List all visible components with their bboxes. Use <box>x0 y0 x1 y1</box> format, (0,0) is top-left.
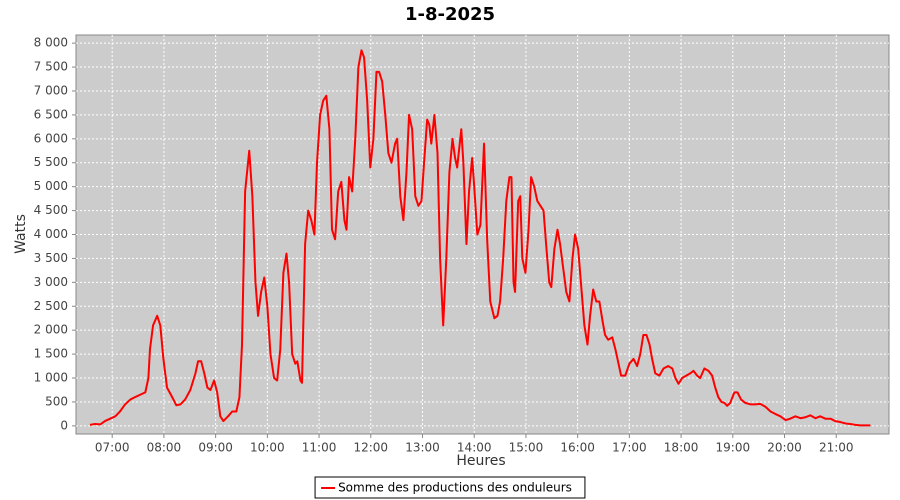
y-tick-label: 3 500 <box>34 251 68 265</box>
y-tick-label: 2 000 <box>34 323 68 337</box>
data-line <box>89 49 871 427</box>
y-tick-label: 5 000 <box>34 179 68 193</box>
y-tick-label: 500 <box>45 394 68 408</box>
y-tick-label: 4 000 <box>34 227 68 241</box>
legend-box <box>314 476 586 499</box>
y-tick-label: 1 500 <box>34 347 68 361</box>
x-tick-label: 20:00 <box>767 441 802 455</box>
y-tick-label: 6 000 <box>34 131 68 145</box>
y-tick-label: 7 000 <box>34 83 68 97</box>
x-tick-label: 21:00 <box>819 441 854 455</box>
legend-label: Somme des productions des onduleurs <box>338 481 572 495</box>
x-tick-label: 17:00 <box>612 441 647 455</box>
x-tick-label: 07:00 <box>95 441 130 455</box>
x-tick-label: 19:00 <box>716 441 751 455</box>
x-tick-label: 08:00 <box>147 441 182 455</box>
y-tick-label: 3 000 <box>34 275 68 289</box>
y-axis-label: Watts <box>13 214 29 254</box>
x-tick-label: 13:00 <box>405 441 440 455</box>
x-tick-label: 14:00 <box>457 441 492 455</box>
y-tick-label: 1 000 <box>34 371 68 385</box>
y-tick-label: 5 500 <box>34 155 68 169</box>
y-tick-label: 8 000 <box>34 36 68 50</box>
x-tick-label: 10:00 <box>250 441 285 455</box>
y-tick-label: 7 500 <box>34 60 68 74</box>
legend: Somme des productions des onduleurs <box>314 476 586 499</box>
x-tick-label: 11:00 <box>302 441 337 455</box>
x-tick-label: 18:00 <box>664 441 699 455</box>
y-tick-label: 4 500 <box>34 203 68 217</box>
chart-title: 1-8-2025 <box>405 4 495 25</box>
x-tick-label: 15:00 <box>509 441 544 455</box>
y-tick-label: 0 <box>60 418 68 432</box>
x-tick-label: 16:00 <box>560 441 595 455</box>
x-axis-label: Heures <box>456 453 505 469</box>
y-tick-label: 6 500 <box>34 107 68 121</box>
x-tick-label: 09:00 <box>198 441 233 455</box>
y-tick-label: 2 500 <box>34 299 68 313</box>
x-tick-label: 12:00 <box>353 441 388 455</box>
